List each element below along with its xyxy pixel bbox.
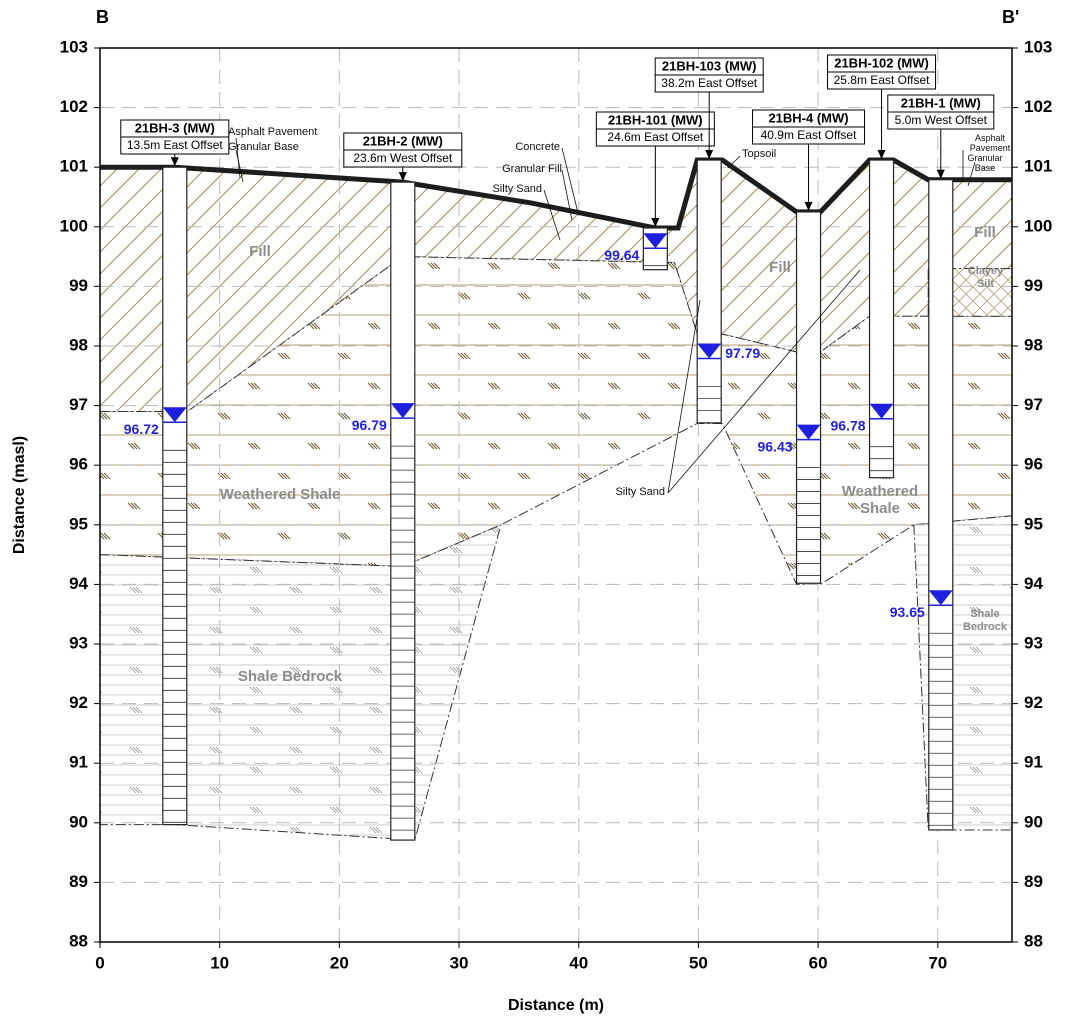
- x-tick-label: 70: [928, 953, 947, 972]
- y2-tick-label: 99: [1024, 276, 1043, 295]
- borehole: [870, 160, 894, 478]
- annotation: Granular Fill: [470, 163, 562, 176]
- y2-tick-label: 92: [1024, 693, 1043, 712]
- layer-label: Clayey Silt: [958, 265, 1013, 290]
- x-tick-label: 20: [330, 953, 349, 972]
- layer-label: Shale Bedrock: [200, 668, 380, 685]
- y-tick-label: 95: [69, 514, 88, 533]
- x-tick-label: 0: [95, 953, 104, 972]
- y-tick-label: 100: [60, 216, 88, 235]
- section-end: B': [1002, 7, 1019, 27]
- water-level-label: 96.43: [757, 438, 792, 454]
- borehole-name: 21BH-2 (MW): [363, 133, 443, 148]
- y2-tick-label: 98: [1024, 335, 1043, 354]
- annotation: Granular Base: [228, 141, 348, 154]
- y-tick-label: 102: [60, 97, 88, 116]
- borehole-name: 21BH-3 (MW): [135, 120, 215, 135]
- borehole: [929, 180, 953, 830]
- y-tick-label: 88: [69, 931, 88, 950]
- y2-tick-label: 103: [1024, 37, 1052, 56]
- y2-tick-label: 101: [1024, 157, 1052, 176]
- water-level-label: 96.78: [830, 417, 865, 433]
- borehole-offset: 13.5m East Offset: [127, 138, 223, 152]
- section-start: B: [96, 7, 109, 27]
- y2-tick-label: 91: [1024, 753, 1043, 772]
- borehole-name: 21BH-102 (MW): [834, 55, 929, 70]
- y2-tick-label: 89: [1024, 872, 1043, 891]
- annotation: Silty Sand: [470, 183, 542, 196]
- layer-label: Weathered Shale: [200, 486, 360, 503]
- y2-tick-label: 102: [1024, 97, 1052, 116]
- water-level-label: 97.79: [725, 345, 760, 361]
- y-tick-label: 96: [69, 455, 88, 474]
- page: {"chart_data": { "type": "cross-section"…: [0, 0, 1072, 1026]
- borehole-offset: 40.9m East Offset: [761, 128, 857, 142]
- layer-label: Fill: [200, 243, 320, 260]
- annotation: Asphalt Pavement: [960, 133, 1020, 154]
- x-axis-label: Distance (m): [508, 997, 604, 1014]
- y-tick-label: 91: [69, 753, 88, 772]
- borehole: [391, 182, 415, 840]
- x-tick-label: 10: [210, 953, 229, 972]
- annotation: Topsoil: [742, 148, 802, 161]
- borehole-offset: 38.2m East Offset: [661, 76, 757, 90]
- layer-label: Shale Bedrock: [955, 608, 1015, 633]
- x-tick-label: 60: [809, 953, 828, 972]
- borehole-offset: 5.0m West Offset: [895, 113, 988, 127]
- annotation: Asphalt Pavement: [228, 126, 358, 139]
- borehole-offset: 25.8m East Offset: [834, 73, 930, 87]
- borehole-name: 21BH-1 (MW): [901, 95, 981, 110]
- y-tick-label: 101: [60, 157, 88, 176]
- water-level-label: 99.64: [604, 247, 639, 263]
- y-tick-label: 94: [69, 574, 88, 593]
- y-tick-label: 93: [69, 633, 88, 652]
- y-tick-label: 98: [69, 335, 88, 354]
- y2-tick-label: 88: [1024, 931, 1043, 950]
- layer-label: Fill: [960, 224, 1010, 241]
- annotation: Concrete: [500, 141, 560, 154]
- annotation: Granular Base: [960, 153, 1010, 174]
- y-axis-label: Distance (masl): [11, 436, 28, 554]
- borehole-name: 21BH-4 (MW): [768, 110, 848, 125]
- y-tick-label: 89: [69, 872, 88, 891]
- x-tick-label: 50: [689, 953, 708, 972]
- y2-tick-label: 96: [1024, 455, 1043, 474]
- annotation: Silty Sand: [590, 486, 665, 499]
- y-tick-label: 97: [69, 395, 88, 414]
- water-level-label: 93.65: [890, 604, 925, 620]
- x-tick-label: 30: [450, 953, 469, 972]
- y-tick-label: 99: [69, 276, 88, 295]
- y2-tick-label: 97: [1024, 395, 1043, 414]
- borehole-offset: 24.6m East Offset: [607, 130, 703, 144]
- y-tick-label: 92: [69, 693, 88, 712]
- water-level-label: 96.72: [124, 421, 159, 437]
- y2-tick-label: 94: [1024, 574, 1043, 593]
- y2-tick-label: 100: [1024, 216, 1052, 235]
- y-tick-label: 90: [69, 812, 88, 831]
- water-level-label: 96.79: [352, 417, 387, 433]
- y2-tick-label: 93: [1024, 633, 1043, 652]
- borehole: [697, 160, 721, 423]
- layer-label: Weathered Shale: [835, 483, 925, 518]
- borehole-offset: 23.6m West Offset: [353, 151, 453, 165]
- borehole-name: 21BH-103 (MW): [662, 58, 757, 73]
- borehole-name: 21BH-101 (MW): [608, 112, 703, 127]
- y-tick-label: 103: [60, 37, 88, 56]
- x-tick-label: 40: [569, 953, 588, 972]
- y2-tick-label: 90: [1024, 812, 1043, 831]
- layer-label: Fill: [745, 259, 815, 276]
- y2-tick-label: 95: [1024, 514, 1043, 533]
